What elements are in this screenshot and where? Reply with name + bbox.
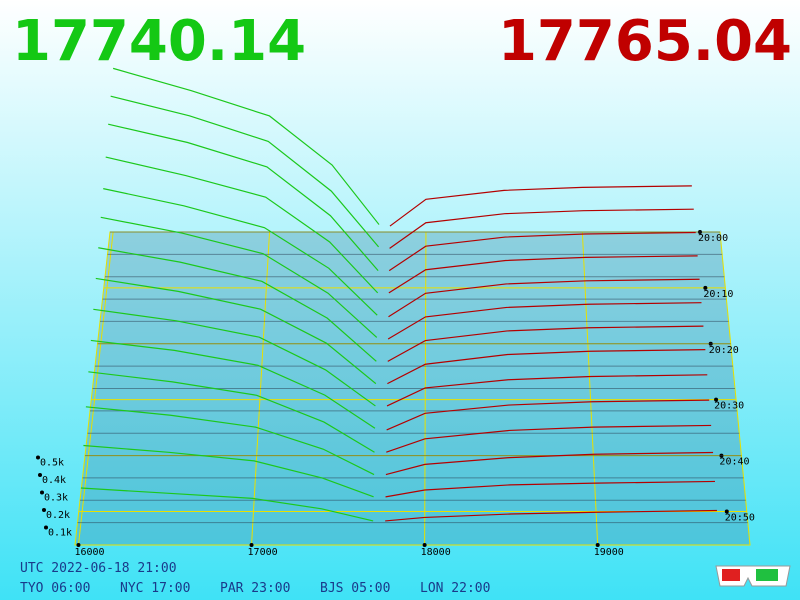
bid-depth-line <box>85 406 375 476</box>
y-tick-label: 0.2k <box>46 510 70 521</box>
y-tick-mark <box>40 490 44 495</box>
plot: 16000 17000 18000 19000 20:00 20:10 20:20 20:30… <box>36 67 755 558</box>
bid-depth-line <box>95 277 377 385</box>
ask-depth-line <box>387 349 706 385</box>
ask-depth-line <box>385 509 717 522</box>
ask-depth-line <box>386 374 708 407</box>
zone-time: NYC 17:00 <box>120 581 190 596</box>
z-tick-label: 20:20 <box>709 345 739 356</box>
z-tick-label: 20:30 <box>714 401 744 412</box>
bid-depth-line <box>80 487 374 522</box>
bid-depth-line <box>108 123 379 272</box>
ask-depth-line <box>389 208 694 249</box>
ask-depth-line <box>386 399 710 431</box>
zone-time: PAR 23:00 <box>220 581 290 596</box>
best-bid: 17740.14 <box>12 9 306 74</box>
z-tick-label: 20:10 <box>703 289 733 300</box>
x-tick-label: 16000 <box>74 547 104 558</box>
bid-depth-line <box>83 444 374 498</box>
bid-depth-line <box>88 371 375 453</box>
zone-time: BJS 05:00 <box>320 581 390 596</box>
ask-depth-line <box>386 424 712 453</box>
bid-depth-line <box>105 156 379 294</box>
x-tick-label: 17000 <box>248 547 278 558</box>
z-tick-mark <box>724 509 729 514</box>
utc-time: UTC 2022-06-18 21:00 <box>20 561 177 576</box>
y-tick-mark <box>38 473 42 477</box>
bid-depth-line <box>110 95 380 248</box>
z-tick-mark <box>714 397 719 402</box>
x-tick-mark <box>76 543 81 547</box>
z-tick-label: 20:50 <box>725 512 755 523</box>
z-tick-label: 20:00 <box>698 233 728 244</box>
best-ask: 17765.04 <box>498 9 792 74</box>
zone-time: TYO 06:00 <box>20 581 90 596</box>
bid-depth-line <box>100 216 378 338</box>
ask-depth-line <box>385 480 715 498</box>
y-tick-label: 0.4k <box>42 475 66 486</box>
ask-depth-line <box>385 451 714 476</box>
x-tick-label: 18000 <box>421 547 451 558</box>
y-tick-label: 0.5k <box>40 458 64 469</box>
3d-glasses-icon <box>715 565 791 587</box>
x-tick-mark <box>595 543 600 547</box>
y-tick-mark <box>44 525 48 530</box>
ask-depth-line <box>387 302 702 340</box>
x-tick-mark <box>422 543 427 547</box>
bid-depth-line <box>93 308 376 407</box>
zone-times: TYO 06:00 NYC 17:00 PAR 23:00 BJS 05:00 LON … <box>20 581 490 596</box>
y-tick-label: 0.3k <box>44 493 68 504</box>
zone-time: LON 22:00 <box>420 581 490 596</box>
bid-depth-line <box>103 188 378 316</box>
ask-depth-line <box>388 231 696 272</box>
bid-depth-line <box>98 247 377 362</box>
y-tick-label: 0.1k <box>48 528 72 539</box>
ask-depth-line <box>388 278 700 318</box>
ask-depth-line <box>387 325 704 362</box>
y-tick-mark <box>36 455 40 460</box>
x-tick-mark <box>249 543 254 547</box>
z-tick-label: 20:40 <box>719 457 749 468</box>
bid-depth-line <box>90 339 376 429</box>
bid-depth-line <box>112 67 380 225</box>
z-tick-mark <box>703 285 708 290</box>
ask-depth-line <box>388 255 698 294</box>
ask-depth-line <box>389 185 692 227</box>
x-tick-label: 19000 <box>594 547 624 558</box>
y-tick-mark <box>42 508 46 512</box>
